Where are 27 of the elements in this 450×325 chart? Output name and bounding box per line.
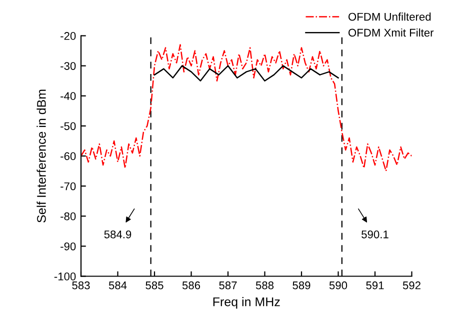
x-tick-label: 585 <box>146 281 164 290</box>
legend-label: OFDM Unfiltered <box>348 12 431 21</box>
x-tick-label: 583 <box>72 281 90 290</box>
x-axis-title: Freq in MHz <box>213 297 280 309</box>
line-series <box>81 44 412 172</box>
ref-line-label: 584.9 <box>104 230 132 238</box>
x-tick-label: 591 <box>366 281 384 290</box>
x-tick-label: 588 <box>256 281 274 290</box>
line-series <box>154 65 339 82</box>
ref-line-label: 590.1 <box>362 230 388 238</box>
x-tick-label: 592 <box>402 281 420 290</box>
x-tick-label: 584 <box>108 281 127 290</box>
y-tick-label: -50 <box>60 122 76 130</box>
y-tick-label: -30 <box>60 62 76 70</box>
y-tick-label: -40 <box>60 92 76 100</box>
y-tick-label: -60 <box>60 152 76 160</box>
y-tick-label: -20 <box>60 32 76 40</box>
x-tick-label: 586 <box>182 281 200 290</box>
x-tick-label: 590 <box>329 281 348 290</box>
y-tick-label: -80 <box>60 212 76 220</box>
y-axis-title: Self Interference in dBm <box>36 90 46 222</box>
y-tick-label: -90 <box>60 242 76 250</box>
y-tick-label: -100 <box>54 272 76 280</box>
legend-label: OFDM Xmit Filter <box>348 28 434 37</box>
y-tick-label: -70 <box>60 182 76 190</box>
x-tick-label: 587 <box>219 281 237 290</box>
x-tick-label: 589 <box>292 281 310 290</box>
